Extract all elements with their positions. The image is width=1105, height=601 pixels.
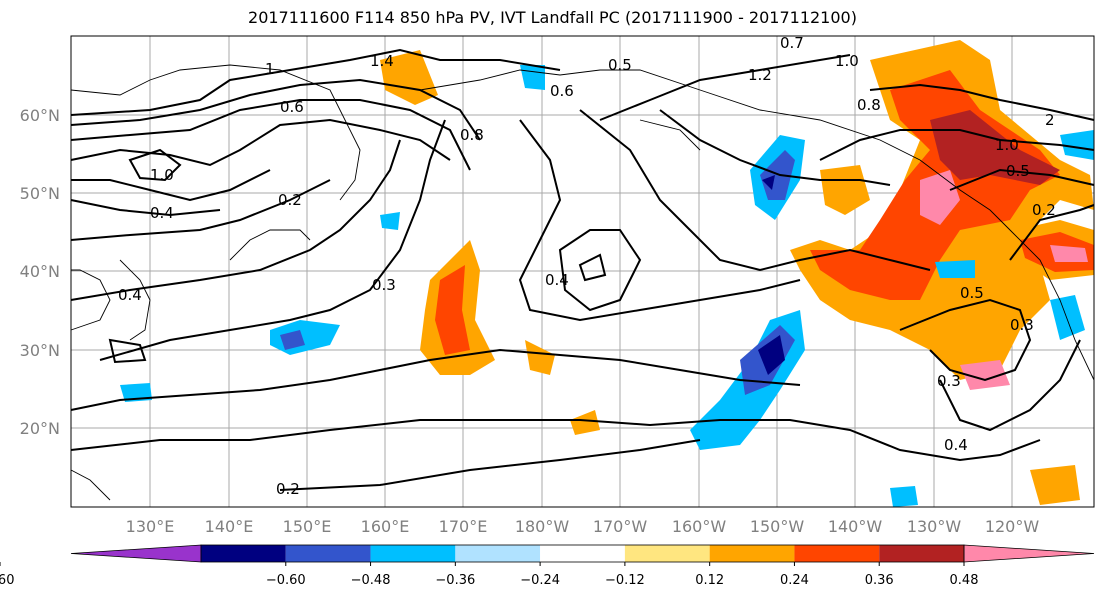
lon-label: 140°W — [828, 517, 883, 536]
positive-ivt-shading — [380, 40, 1094, 505]
contour-label: 0.6 — [550, 82, 574, 100]
lon-label: 170°W — [593, 517, 648, 536]
colorbar-tick-label: −0.36 — [435, 573, 475, 588]
lon-label: 160°W — [672, 517, 727, 536]
contour-label: 0.2 — [276, 480, 300, 498]
contour-label: 2 — [1045, 111, 1055, 129]
colorbar-outline — [200, 544, 965, 563]
contour-label: 0.2 — [1032, 201, 1056, 219]
lon-label: 180°W — [515, 517, 570, 536]
lat-label: 20°N — [20, 419, 60, 438]
colorbar-bin — [879, 545, 964, 562]
colorbar-tick-label: −0.12 — [605, 573, 645, 588]
contour-label: 1 — [265, 60, 275, 78]
lon-label: 150°W — [750, 517, 805, 536]
colorbar-bin — [370, 545, 456, 562]
contour-labels: 1.4 1 0.6 0.7 1.2 1.0 0.5 0.6 0.8 0.8 1.… — [118, 34, 1056, 498]
coastlines — [70, 64, 1095, 501]
contour-label: 1.0 — [995, 136, 1019, 154]
contour-label: 0.4 — [150, 204, 174, 222]
lat-label: 40°N — [20, 262, 60, 281]
colorbar-bin — [794, 545, 880, 562]
colorbar-bin — [285, 545, 371, 562]
lon-label: 150°E — [283, 517, 332, 536]
lon-label: 130°E — [126, 517, 175, 536]
lat-labels: 60°N 50°N 40°N 30°N 20°N — [20, 106, 60, 438]
colorbar-tick-label: 0.12 — [695, 573, 724, 588]
colorbar-tick-label: 0.60 — [0, 573, 14, 588]
pv-contours — [70, 48, 1095, 491]
colorbar-tick-label: −0.48 — [351, 573, 391, 588]
colorbar-tick-label: −0.24 — [520, 573, 560, 588]
contour-label: 0.3 — [1010, 316, 1034, 334]
contour-label: 0.7 — [780, 34, 804, 52]
lon-label: 160°E — [361, 517, 410, 536]
colorbar-tick-label: 0.48 — [950, 573, 979, 588]
contour-label: 0.2 — [278, 191, 302, 209]
colorbar-bin — [709, 545, 795, 562]
lon-label: 140°E — [205, 517, 254, 536]
contour-label: 0.6 — [280, 98, 304, 116]
contour-label: 0.5 — [608, 56, 632, 74]
colorbar-bin — [201, 545, 286, 562]
contour-label: 0.4 — [545, 271, 569, 289]
contour-label: 1.0 — [835, 52, 859, 70]
contour-label: 1.4 — [370, 52, 394, 70]
contour-label: 0.4 — [944, 436, 968, 454]
colorbar-bin — [455, 545, 541, 562]
colorbar-bin — [624, 545, 710, 562]
map-frame — [70, 35, 1095, 508]
lat-label: 30°N — [20, 341, 60, 360]
lon-label: 130°W — [907, 517, 962, 536]
colorbar-extend-low — [70, 544, 202, 563]
lon-label: 120°W — [985, 517, 1040, 536]
lat-label: 50°N — [20, 184, 60, 203]
contour-label: 0.4 — [118, 286, 142, 304]
contour-label: 0.8 — [460, 126, 484, 144]
lon-labels: 130°E 140°E 150°E 160°E 170°E 180°W 170°… — [126, 517, 1040, 536]
contour-label: 0.3 — [372, 276, 396, 294]
negative-ivt-shading — [120, 65, 1094, 507]
contour-label: 0.3 — [937, 372, 961, 390]
colorbar-tick-label: 0.24 — [780, 573, 809, 588]
colorbar-tick-label: 0.36 — [865, 573, 894, 588]
map-title: 2017111600 F114 850 hPa PV, IVT Landfall… — [248, 8, 857, 27]
colorbar: −0.60 −0.48 −0.36 −0.24 −0.12 0.12 0.24 0.36 0.4… — [0, 544, 1095, 588]
lat-label: 60°N — [20, 106, 60, 125]
colorbar-tick-label: −0.60 — [266, 573, 306, 588]
contour-label: 1.0 — [150, 166, 174, 184]
colorbar-extend-high — [963, 544, 1095, 563]
contour-label: 0.8 — [857, 96, 881, 114]
contour-label: 1.2 — [748, 66, 772, 84]
lon-label: 170°E — [439, 517, 488, 536]
contour-label: 0.5 — [960, 284, 984, 302]
contour-label: 0.5 — [1006, 162, 1030, 180]
colorbar-bin — [540, 545, 625, 562]
